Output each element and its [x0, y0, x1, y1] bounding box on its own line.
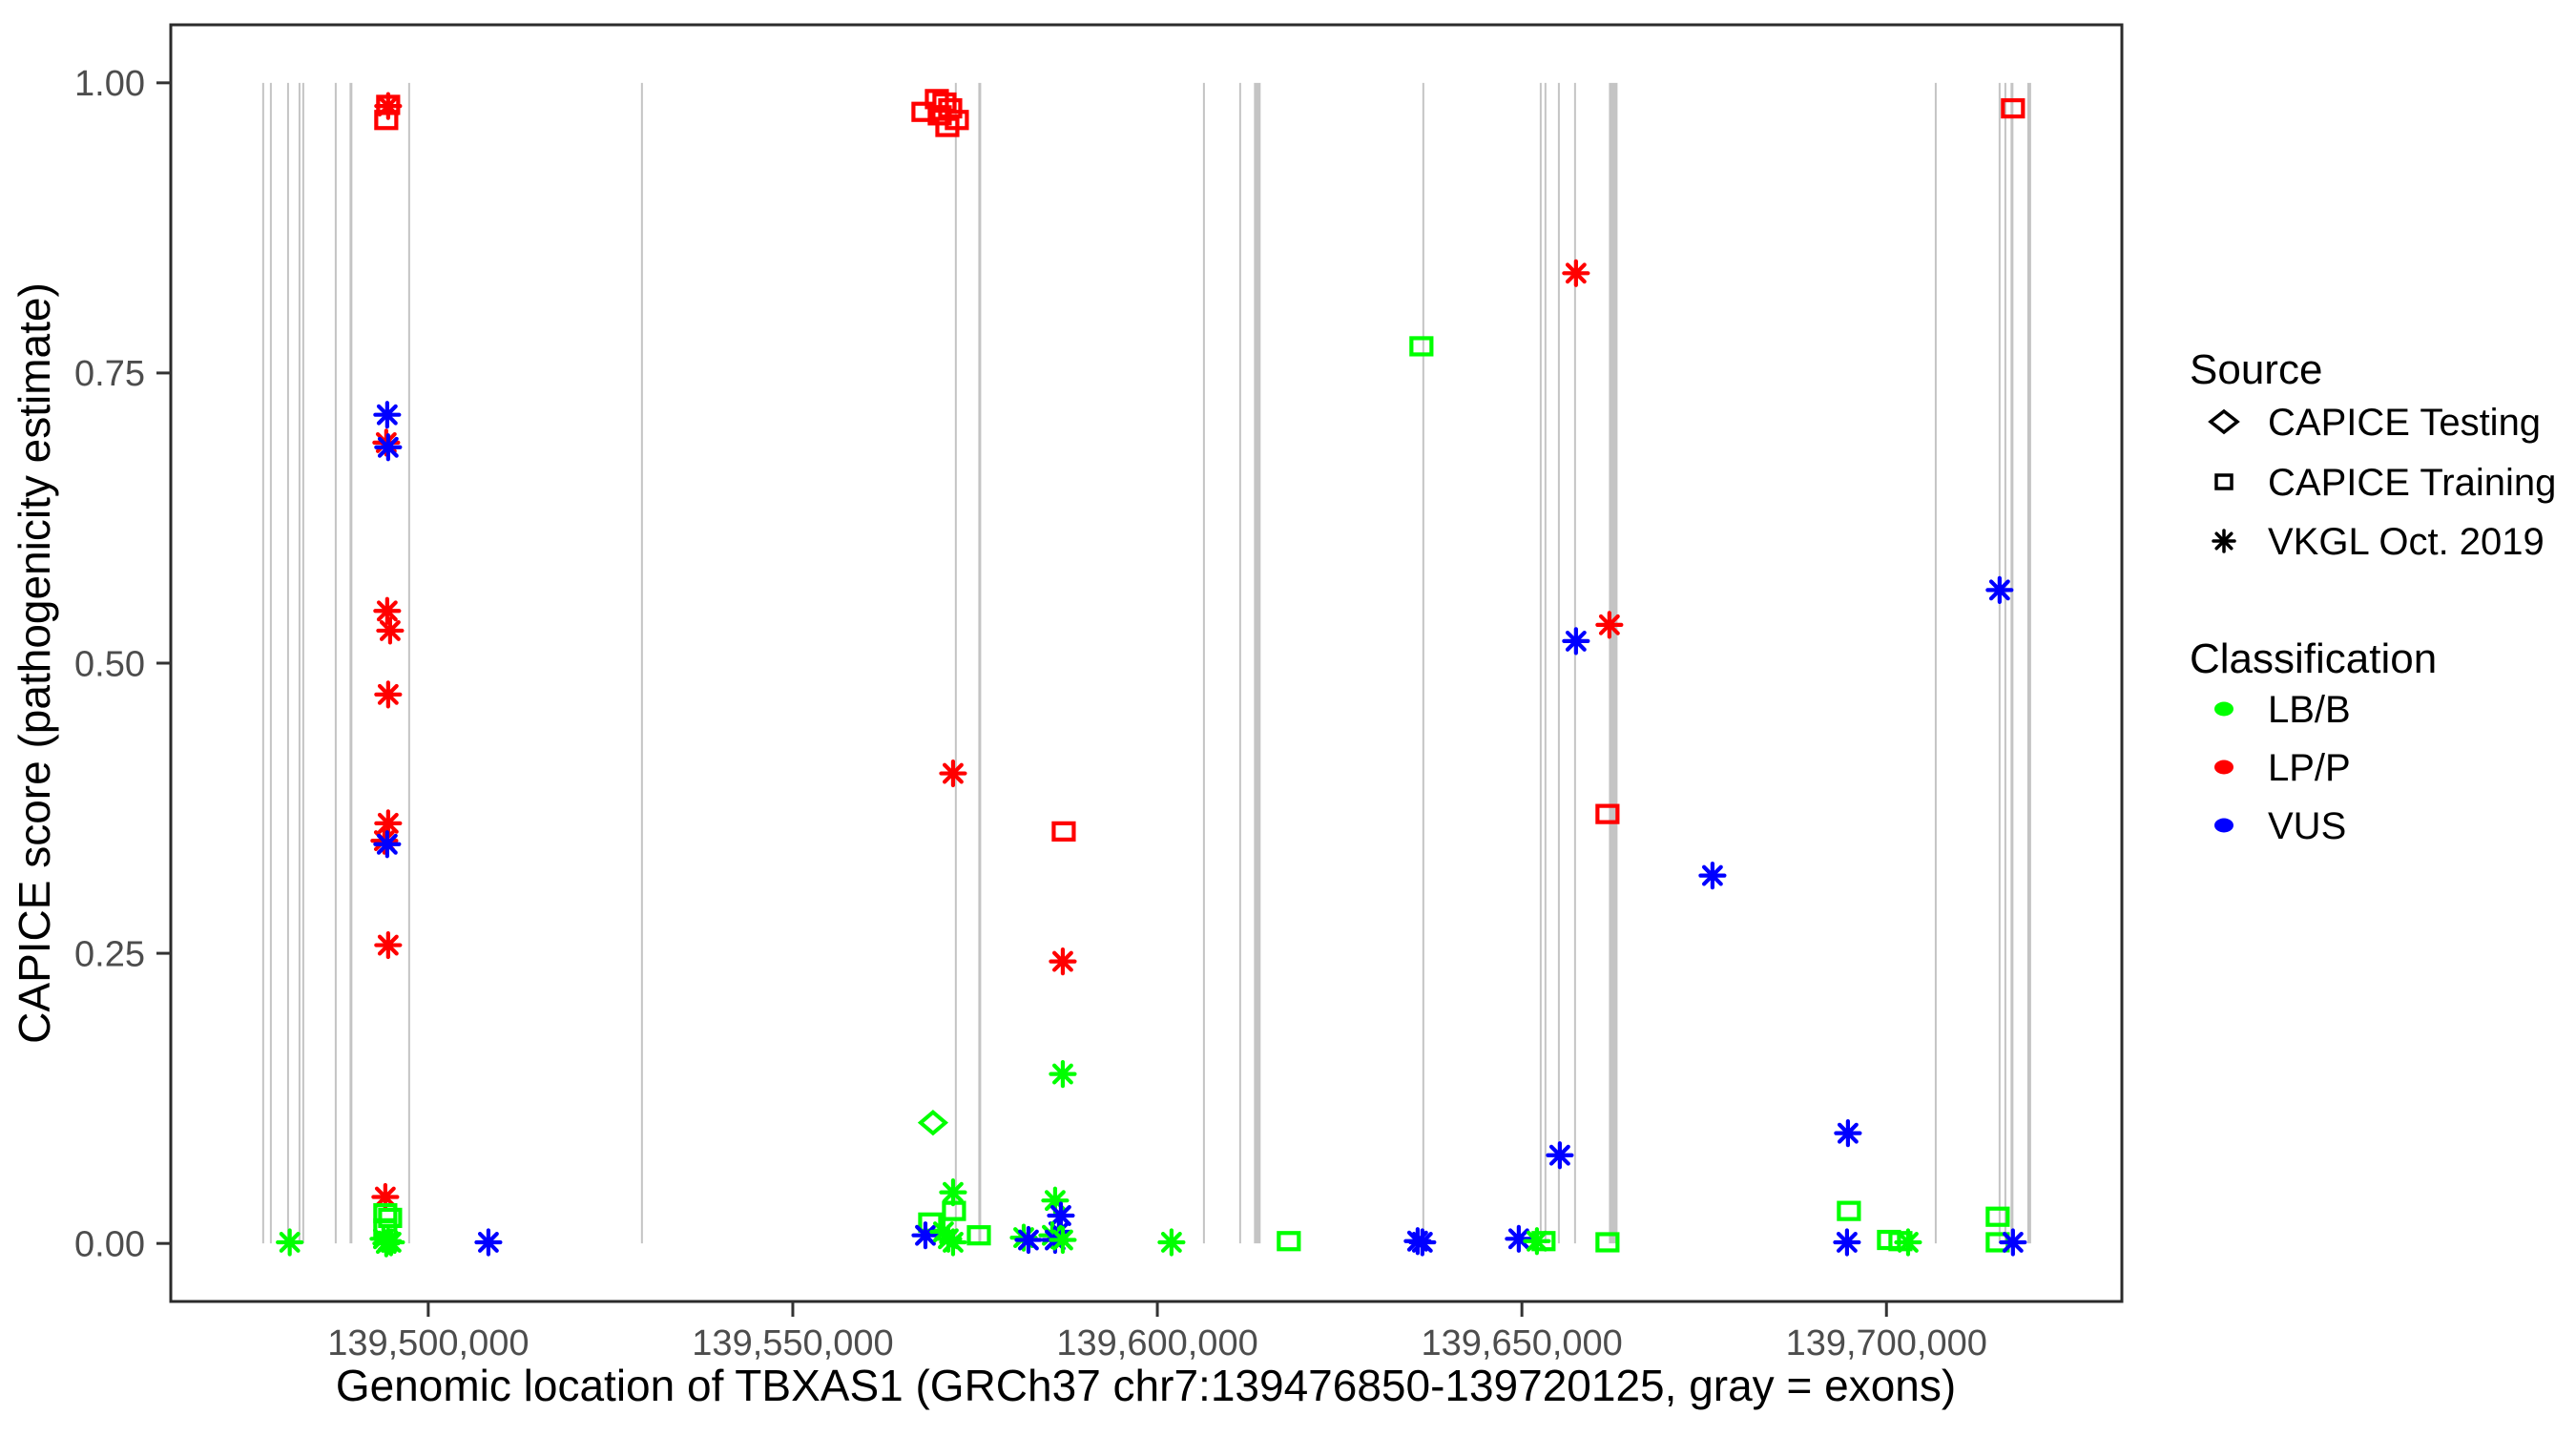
y-tick-label: 0.00 — [74, 1224, 145, 1264]
legend-source-title: Source — [2190, 346, 2322, 393]
data-point-asterisk — [374, 433, 403, 462]
data-points — [276, 89, 2027, 1258]
legend-source-label: CAPICE Testing — [2268, 402, 2541, 444]
x-tick-label: 139,500,000 — [327, 1323, 529, 1363]
legend-classification-item: VUS — [2214, 805, 2346, 847]
data-point-square — [2001, 97, 2025, 119]
legend-classification-title: Classification — [2190, 635, 2437, 682]
data-point-asterisk — [1546, 1141, 1574, 1170]
legend-source-item: CAPICE Training — [2214, 462, 2556, 504]
legend-source-label: CAPICE Training — [2268, 462, 2556, 504]
legend-source-item: VKGL Oct. 2019 — [2212, 521, 2545, 563]
data-point-square — [374, 110, 399, 131]
legend-classification-item: LP/P — [2214, 747, 2351, 789]
data-point-asterisk — [374, 930, 403, 960]
classification-dot-icon — [2214, 760, 2233, 775]
x-tick-label: 139,700,000 — [1786, 1323, 1987, 1363]
legend-classification-label: LB/B — [2268, 689, 2351, 731]
y-axis-title: CAPICE score (pathogenicity estimate) — [10, 282, 59, 1044]
square-icon — [2214, 473, 2233, 490]
y-tick-label: 1.00 — [74, 64, 145, 104]
data-point-asterisk — [376, 616, 405, 645]
data-point-asterisk — [373, 830, 402, 859]
x-tick-label: 139,650,000 — [1421, 1323, 1622, 1363]
data-point-square — [1051, 821, 1076, 842]
legend-classification-label: VUS — [2268, 805, 2346, 847]
data-point-asterisk — [1985, 575, 2014, 604]
data-point-asterisk — [373, 401, 402, 429]
asterisk-icon — [2212, 529, 2236, 553]
data-point-square — [938, 97, 963, 119]
legend-source-item: CAPICE Testing — [2208, 402, 2541, 444]
x-tick-label: 139,550,000 — [692, 1323, 893, 1363]
data-point-asterisk — [1049, 1059, 1077, 1089]
classification-dot-icon — [2214, 818, 2233, 833]
data-point-square — [1837, 1200, 1861, 1221]
data-point-asterisk — [1562, 627, 1590, 656]
data-point-asterisk — [1595, 611, 1624, 639]
data-point-square — [378, 1207, 403, 1229]
legend-classification-label: LP/P — [2268, 747, 2351, 789]
y-tick-label: 0.50 — [74, 644, 145, 684]
data-point-square — [942, 1200, 966, 1221]
classification-dot-icon — [2214, 701, 2233, 717]
data-point-asterisk — [1408, 1228, 1437, 1257]
data-point-asterisk — [1505, 1224, 1533, 1253]
data-point-asterisk — [1047, 1201, 1075, 1230]
data-point-asterisk — [939, 1228, 967, 1257]
y-axis: 0.00 0.25 0.50 0.75 1.00 — [74, 64, 171, 1264]
data-point-asterisk — [939, 1178, 967, 1207]
data-point-square — [1985, 1206, 2010, 1227]
data-point-square — [1595, 803, 1620, 824]
data-point-diamond — [917, 1110, 949, 1136]
legend: Source CAPICE Testing CAPICE Training VKGL… — [2190, 346, 2556, 847]
data-point-asterisk — [276, 1228, 304, 1257]
data-point-asterisk — [1833, 1228, 1861, 1257]
data-point-square — [1409, 336, 1434, 357]
data-point-square — [966, 1225, 991, 1246]
data-point-asterisk — [1562, 259, 1590, 287]
data-point-asterisk — [1014, 1225, 1043, 1255]
y-tick-label: 0.75 — [74, 354, 145, 394]
data-point-asterisk — [1049, 1225, 1077, 1255]
data-point-asterisk — [939, 759, 967, 788]
data-point-square — [1277, 1231, 1301, 1252]
data-point-asterisk — [374, 680, 403, 709]
data-point-asterisk — [474, 1228, 503, 1257]
data-point-square — [932, 92, 957, 114]
data-point-square — [1595, 1232, 1620, 1253]
data-point-asterisk — [1049, 947, 1077, 976]
data-point-asterisk — [1834, 1119, 1862, 1148]
data-point-asterisk — [1698, 861, 1727, 890]
x-axis-title: Genomic location of TBXAS1 (GRCh37 chr7:… — [336, 1361, 1956, 1410]
data-point-square — [1531, 1231, 1556, 1252]
data-point-asterisk — [1157, 1228, 1186, 1257]
legend-classification-items: LB/B LP/P VUS — [2214, 689, 2351, 847]
data-point-asterisk — [911, 1221, 940, 1250]
legend-source-label: VKGL Oct. 2019 — [2268, 521, 2545, 563]
exon-lines — [261, 82, 2031, 1244]
legend-classification-item: LB/B — [2214, 689, 2351, 731]
data-point-asterisk — [372, 1229, 401, 1258]
x-tick-label: 139,600,000 — [1056, 1323, 1257, 1363]
legend-source-items: CAPICE Testing CAPICE Training VKGL Oct. 2… — [2208, 402, 2556, 563]
data-point-asterisk — [373, 596, 402, 625]
x-axis: 139,500,000 139,550,000 139,600,000 139,650… — [327, 1301, 1987, 1363]
data-point-asterisk — [1999, 1228, 2027, 1257]
data-point-square — [945, 110, 969, 131]
y-tick-label: 0.25 — [74, 934, 145, 974]
diamond-icon — [2208, 408, 2240, 435]
data-point-asterisk — [1894, 1228, 1922, 1257]
